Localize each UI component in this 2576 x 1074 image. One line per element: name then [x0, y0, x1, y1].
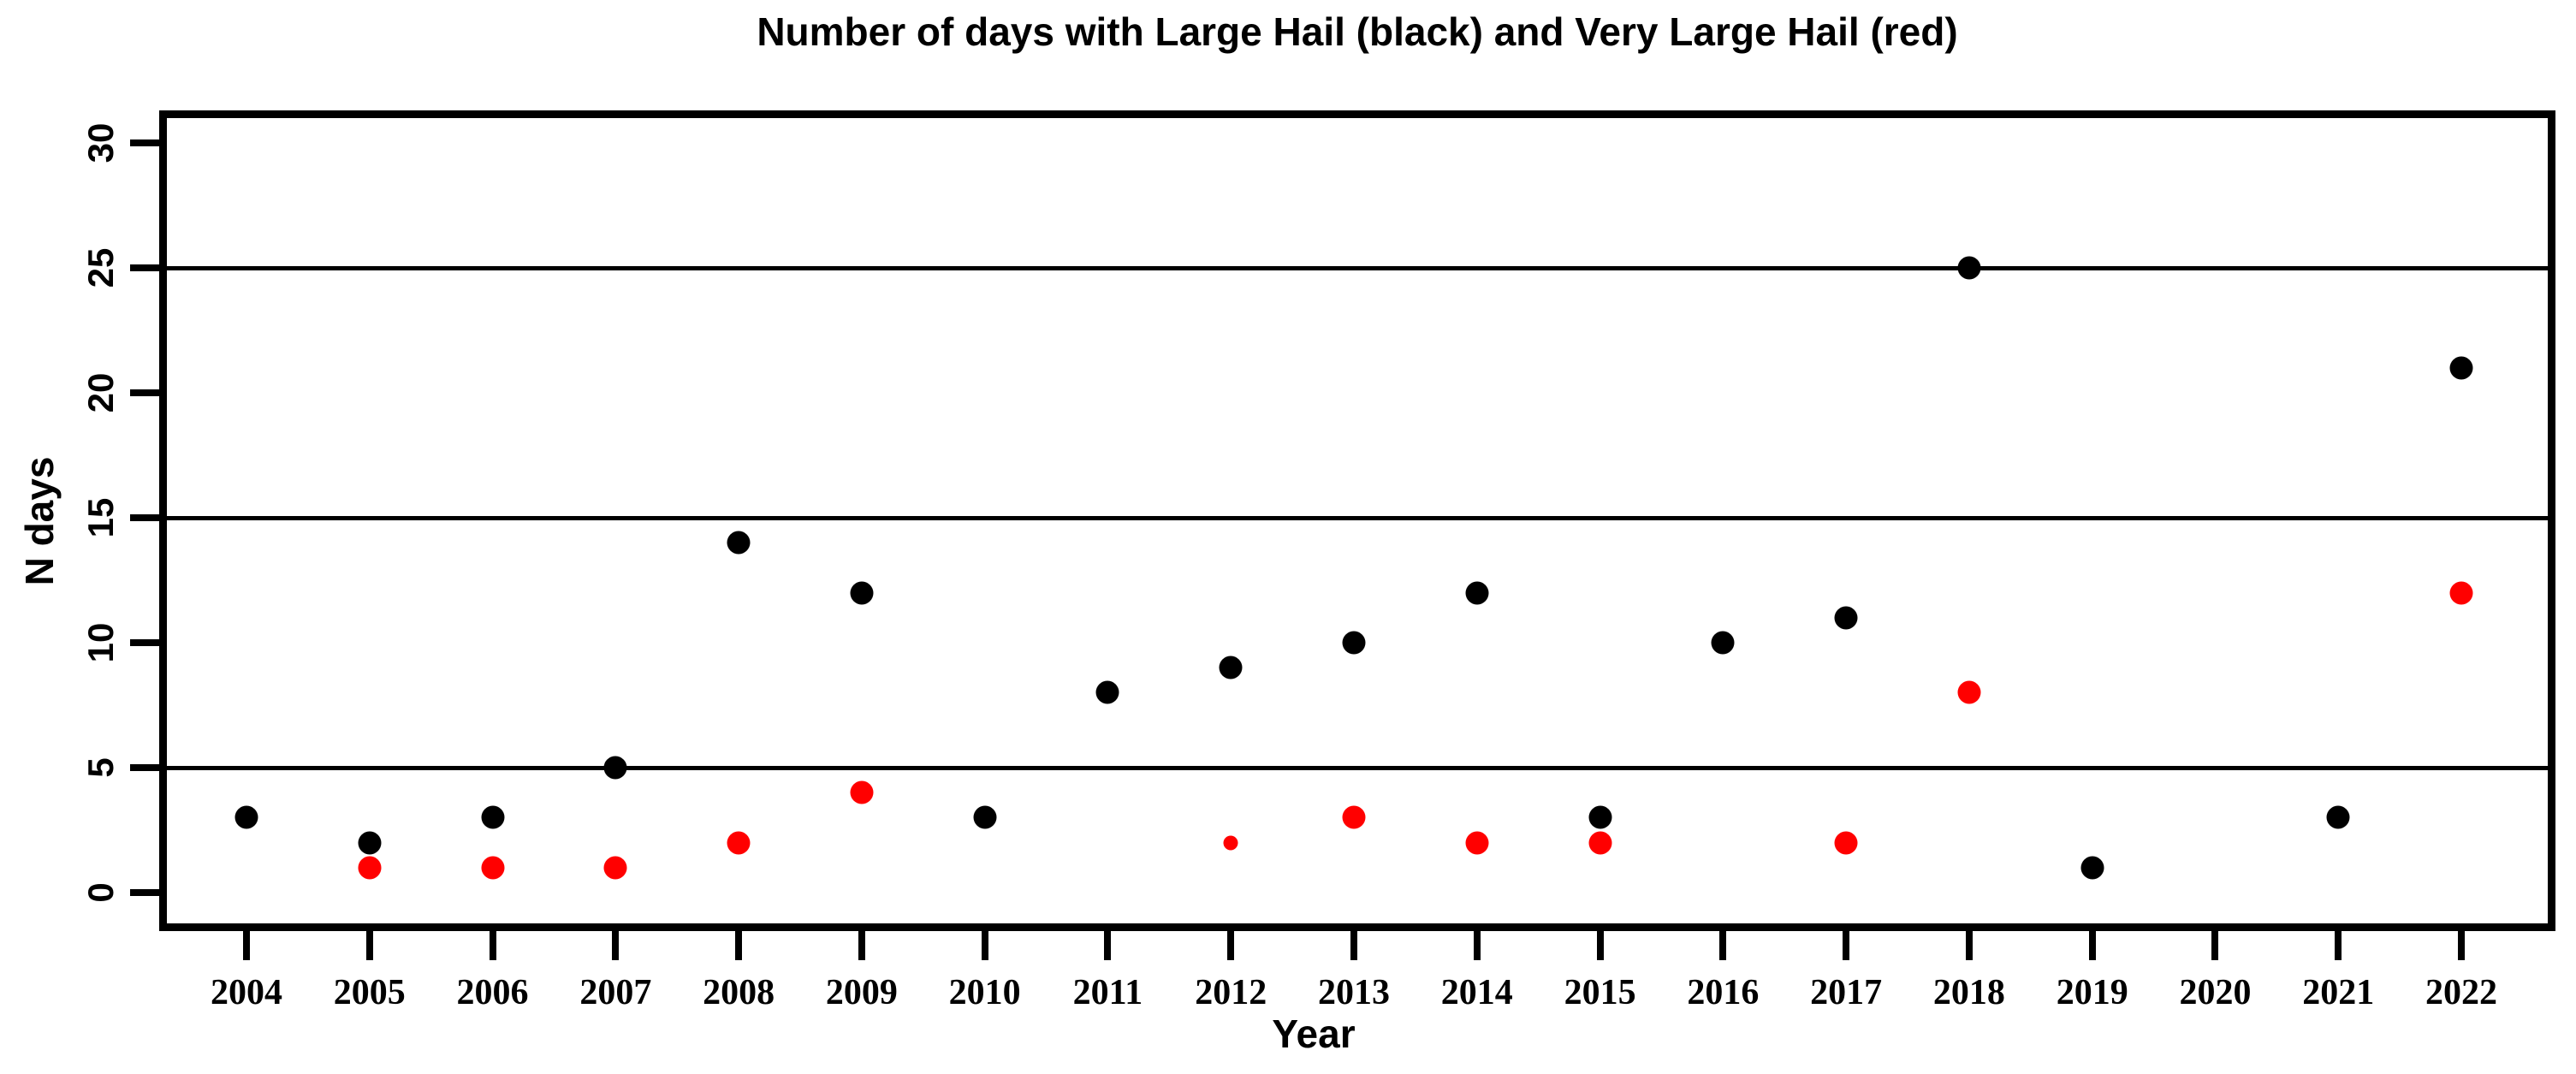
x-tick-label-2008: 2008: [703, 973, 775, 1012]
x-tick-label-2007: 2007: [579, 973, 652, 1012]
y-tick-label-25: 25: [80, 247, 121, 288]
x-tick-2004: [243, 931, 250, 960]
point-large-hail-2014: [1465, 581, 1489, 605]
point-large-hail-2008: [727, 531, 751, 555]
y-axis-label: N days: [17, 456, 62, 586]
plot-area: [159, 110, 2555, 931]
x-tick-label-2018: 2018: [1932, 973, 2005, 1012]
x-tick-label-2012: 2012: [1195, 973, 1267, 1012]
point-very-large-hail-2007: [603, 856, 627, 880]
x-axis-label: Year: [1272, 1012, 1356, 1056]
point-large-hail-2011: [1095, 680, 1119, 704]
x-tick-2022: [2458, 931, 2466, 960]
point-large-hail-2018: [1957, 256, 1981, 280]
x-tick-2016: [1719, 931, 1727, 960]
point-very-large-hail-2017: [1834, 831, 1858, 855]
point-large-hail-2017: [1834, 606, 1858, 630]
x-tick-2014: [1473, 931, 1481, 960]
point-large-hail-2007: [603, 756, 627, 780]
x-tick-label-2020: 2020: [2179, 973, 2252, 1012]
y-tick-5: [130, 764, 159, 771]
point-large-hail-2006: [481, 805, 505, 829]
x-tick-2021: [2335, 931, 2342, 960]
point-large-hail-2015: [1588, 805, 1612, 829]
point-large-hail-2012: [1219, 656, 1243, 679]
point-large-hail-2013: [1342, 631, 1366, 655]
x-tick-label-2009: 2009: [825, 973, 898, 1012]
point-large-hail-2010: [973, 805, 997, 829]
point-very-large-hail-2008: [727, 831, 751, 855]
x-tick-label-2016: 2016: [1687, 973, 1760, 1012]
gridline-y-15: [167, 515, 2548, 520]
point-large-hail-2009: [850, 581, 874, 605]
y-tick-label-10: 10: [80, 622, 121, 663]
y-tick-label-20: 20: [80, 372, 121, 413]
gridline-y-5: [167, 765, 2548, 770]
y-tick-label-30: 30: [80, 122, 121, 163]
y-tick-label-15: 15: [80, 497, 121, 538]
point-very-large-hail-2015: [1588, 831, 1612, 855]
x-tick-label-2017: 2017: [1810, 973, 1883, 1012]
y-tick-0: [130, 889, 159, 896]
x-tick-2015: [1596, 931, 1604, 960]
x-tick-2011: [1104, 931, 1112, 960]
point-large-hail-2019: [2080, 856, 2104, 880]
y-tick-label-5: 5: [80, 757, 121, 778]
x-tick-label-2013: 2013: [1318, 973, 1391, 1012]
x-tick-2010: [981, 931, 988, 960]
x-tick-2007: [612, 931, 620, 960]
x-tick-label-2015: 2015: [1564, 973, 1636, 1012]
y-tick-label-0: 0: [80, 882, 121, 903]
x-tick-label-2005: 2005: [333, 973, 406, 1012]
x-tick-2020: [2211, 931, 2219, 960]
x-tick-2012: [1227, 931, 1235, 960]
x-tick-label-2011: 2011: [1072, 973, 1143, 1012]
y-tick-10: [130, 639, 159, 646]
point-very-large-hail-2013: [1342, 805, 1366, 829]
x-tick-2019: [2088, 931, 2096, 960]
y-tick-30: [130, 139, 159, 146]
point-very-large-hail-2022: [2449, 581, 2473, 605]
x-tick-2008: [735, 931, 743, 960]
y-tick-20: [130, 389, 159, 396]
point-large-hail-2005: [358, 831, 382, 855]
x-tick-label-2022: 2022: [2425, 973, 2498, 1012]
x-tick-label-2014: 2014: [1440, 973, 1513, 1012]
x-tick-2005: [365, 931, 373, 960]
x-tick-2017: [1843, 931, 1850, 960]
point-very-large-hail-2014: [1465, 831, 1489, 855]
y-tick-15: [130, 514, 159, 521]
point-large-hail-2022: [2449, 356, 2473, 380]
gridline-y-25: [167, 265, 2548, 270]
x-tick-2013: [1350, 931, 1358, 960]
x-tick-label-2010: 2010: [948, 973, 1021, 1012]
point-very-large-hail-2009: [850, 780, 874, 804]
y-tick-25: [130, 264, 159, 271]
point-large-hail-2016: [1711, 631, 1735, 655]
x-tick-label-2019: 2019: [2056, 973, 2128, 1012]
chart-title: Number of days with Large Hail (black) a…: [757, 9, 1958, 54]
point-very-large-hail-2005: [358, 856, 382, 880]
x-tick-2018: [1965, 931, 1973, 960]
point-large-hail-2004: [234, 805, 258, 829]
point-very-large-hail-2006: [481, 856, 505, 880]
x-tick-2009: [858, 931, 865, 960]
point-large-hail-2021: [2326, 805, 2350, 829]
x-tick-2006: [489, 931, 496, 960]
x-tick-label-2006: 2006: [456, 973, 529, 1012]
x-tick-label-2004: 2004: [211, 973, 282, 1012]
x-tick-label-2021: 2021: [2302, 973, 2375, 1012]
point-very-large-hail-2018: [1957, 680, 1981, 704]
point-very-large-hail-2012: [1223, 835, 1238, 851]
